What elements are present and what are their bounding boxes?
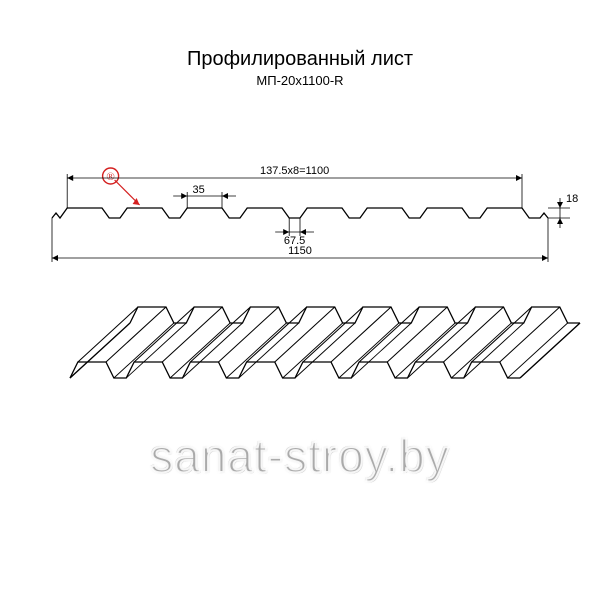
title-block: Профилированный лист МП-20х1100-R xyxy=(0,48,600,88)
profile-section xyxy=(52,208,548,218)
iso-back-edge xyxy=(130,307,580,323)
iso-front-edge xyxy=(70,362,520,378)
title-sub: МП-20х1100-R xyxy=(0,73,600,88)
dim-height: 18 xyxy=(566,193,578,205)
reg-symbol: ® xyxy=(106,171,114,183)
dim-top-span: 137.5x8=1100 xyxy=(260,165,329,177)
dim-top-flat: 35 xyxy=(192,184,204,196)
watermark: sanat-stroy.by xyxy=(150,429,449,483)
technical-diagram: ®137.5x8=11003567.5115018 xyxy=(0,118,600,418)
dim-full-width: 1150 xyxy=(288,245,312,257)
title-main: Профилированный лист xyxy=(0,48,600,71)
